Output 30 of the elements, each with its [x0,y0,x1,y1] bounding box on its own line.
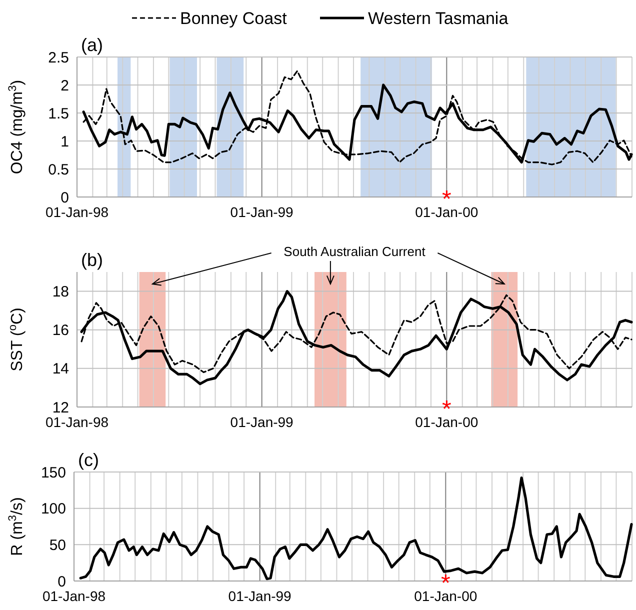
y-tick-label: 50 [49,536,66,554]
y-tick-label: 150 [40,464,66,482]
legend-label: Western Tasmania [368,8,509,28]
chart-title: (a) [81,35,103,55]
y-tick-label: 2.5 [48,49,69,66]
x-tick-label: 01-Jan-99 [230,204,294,220]
y-tick-label: 1 [60,133,69,150]
x-tick-label: 01-Jan-98 [45,414,109,430]
x-tick-label: 01-Jan-99 [228,588,292,604]
x-tick-label: 01-Jan-00 [415,414,478,430]
legend-label: Bonney Coast [180,8,288,28]
y-tick-label: 16 [52,322,69,340]
x-tick-label: 01-Jan-00 [415,204,478,220]
y-tick-label: 1.5 [48,105,69,122]
chart-title: (b) [81,250,103,270]
x-tick-label: 01-Jan-98 [42,588,106,604]
y-tick-label: 0.5 [48,161,69,178]
x-tick-label: 01-Jan-99 [230,414,294,430]
y-tick-label: 0 [58,573,66,590]
x-tick-label: 01-Jan-98 [45,204,109,220]
y-tick-label: 12 [52,399,69,416]
y-tick-label: 0 [60,189,69,206]
y-tick-label: 100 [40,500,66,518]
line-series [80,290,633,386]
y-tick-label: 14 [52,360,69,378]
y-tick-label: 18 [52,284,69,301]
chart-title: (c) [78,450,99,470]
text: South Australian Current [284,244,426,259]
y-tick-label: 2 [60,77,69,94]
x-tick-label: 01-Jan-00 [414,588,478,604]
